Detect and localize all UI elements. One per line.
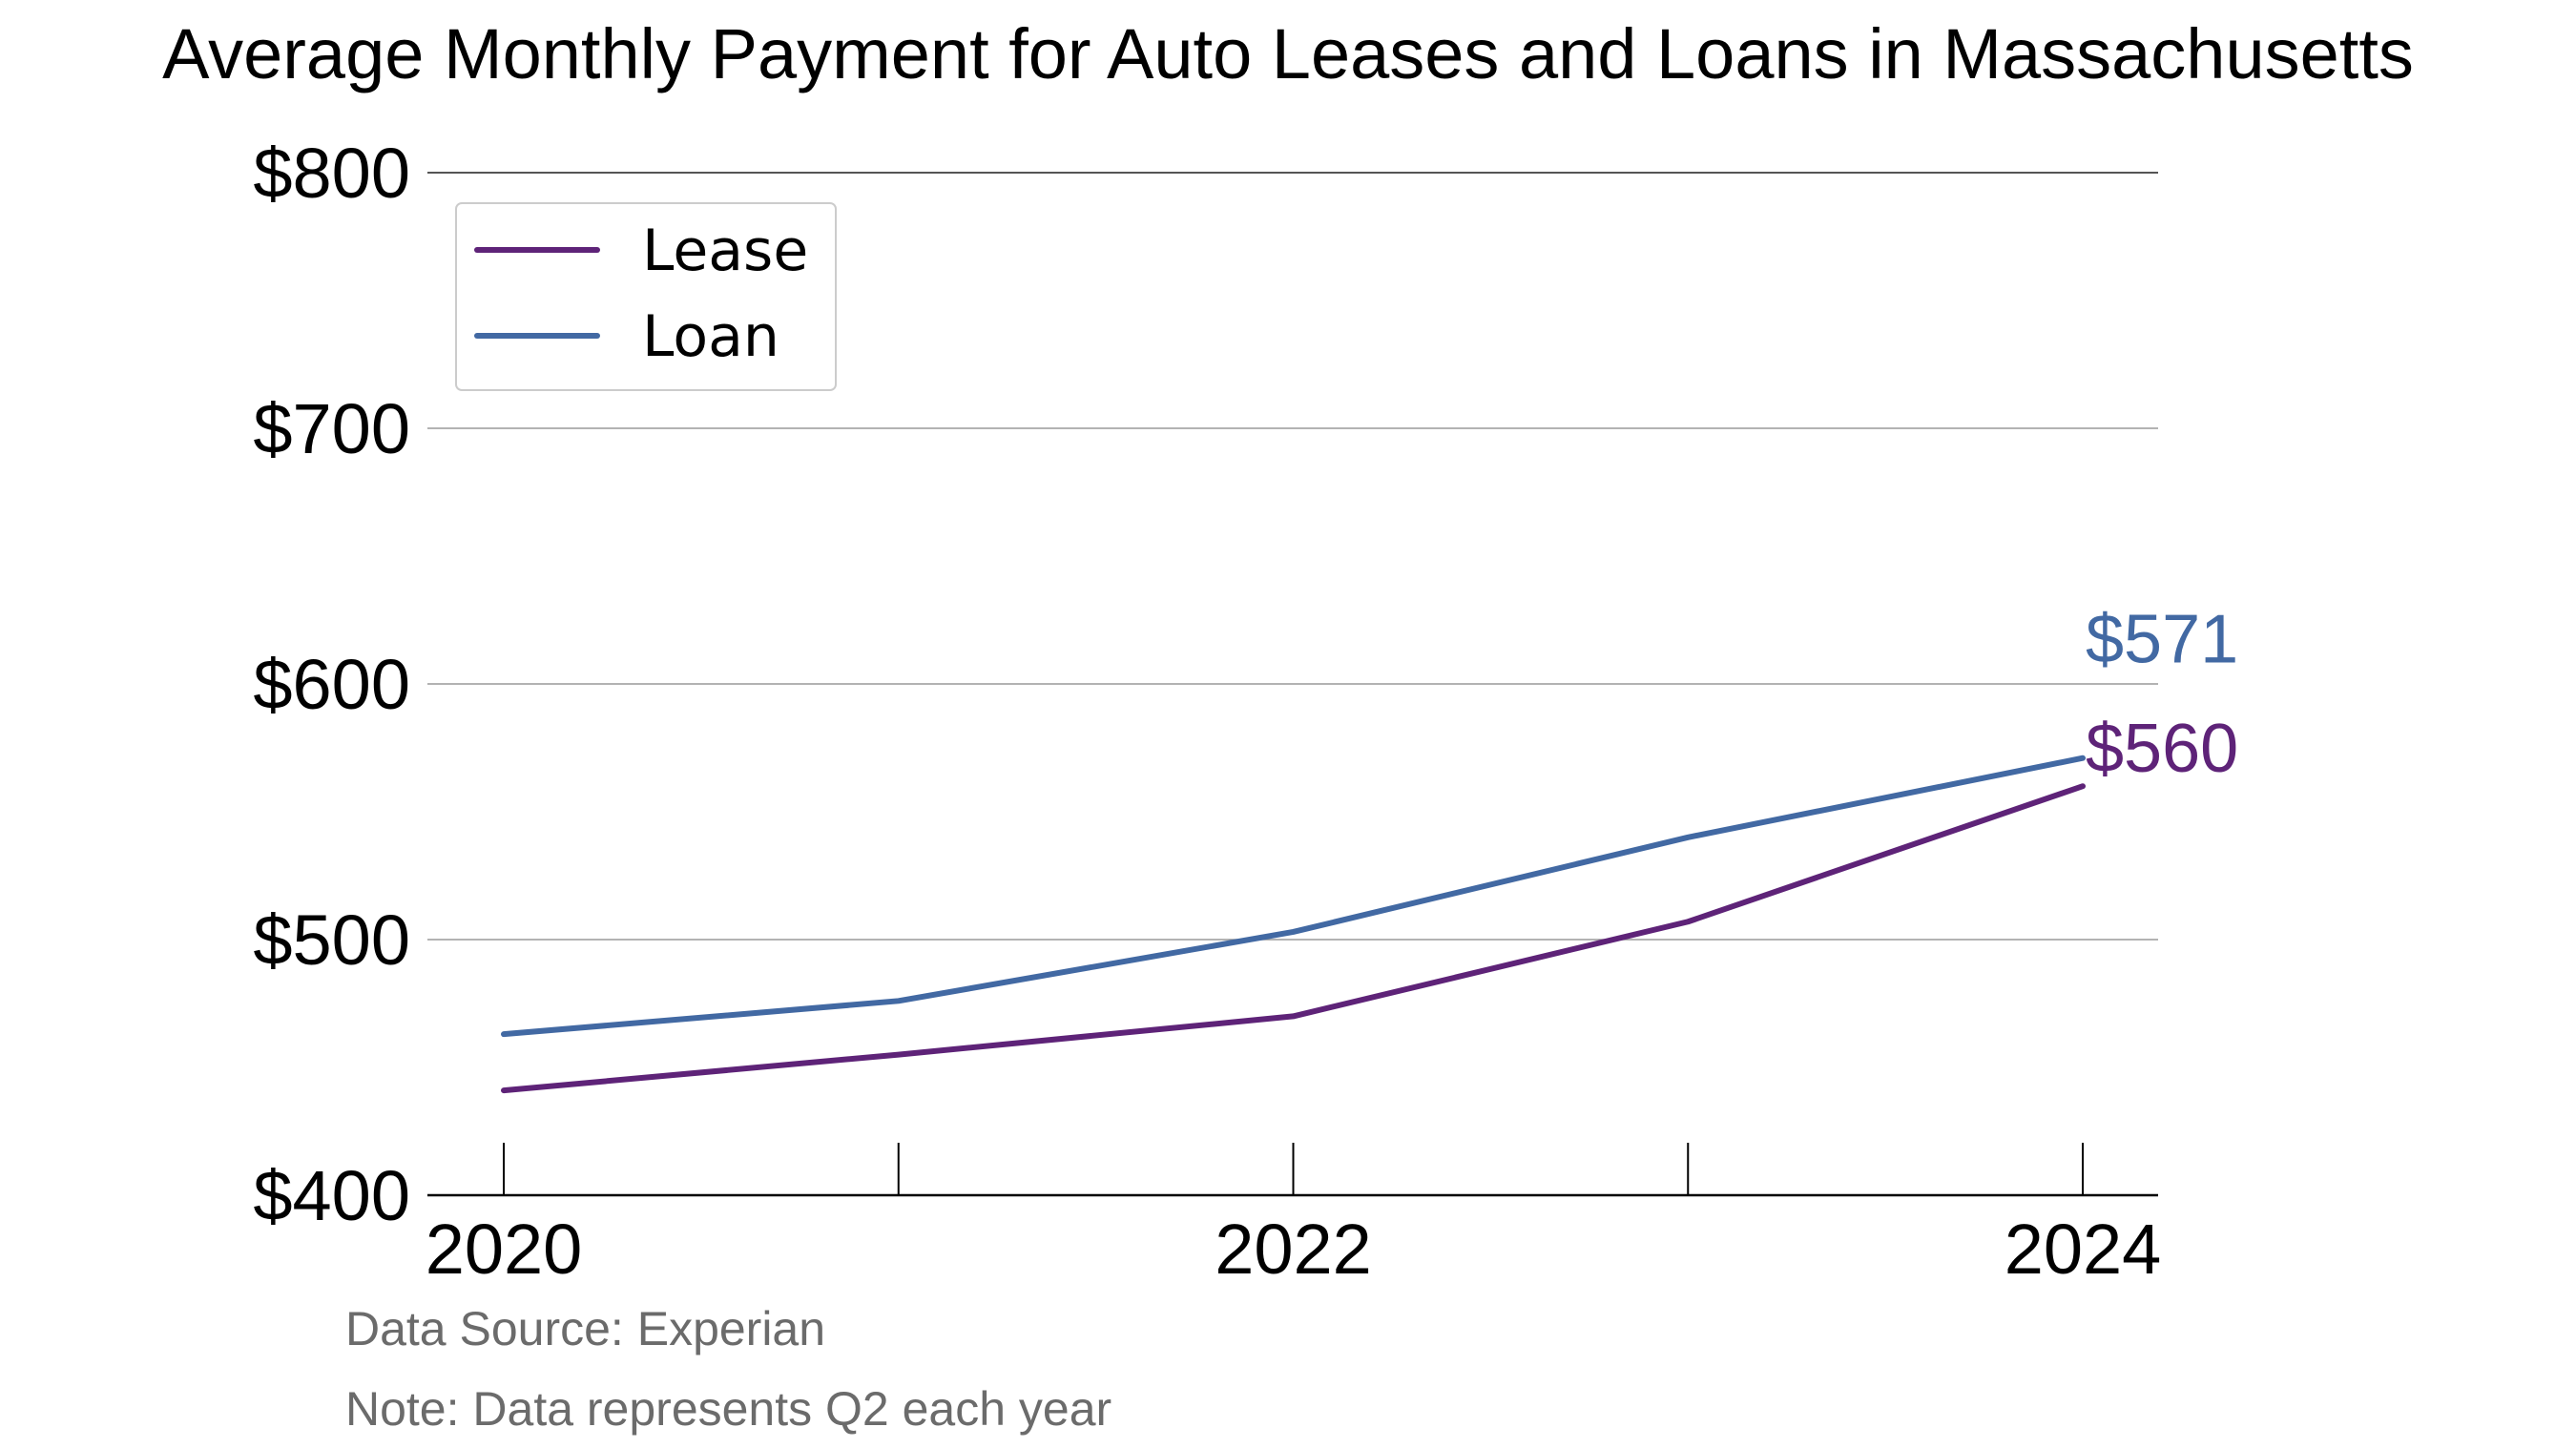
chart-title: Average Monthly Payment for Auto Leases … [162,14,2414,93]
x-tick-label: 2020 [426,1210,583,1289]
y-tick-label: $500 [253,900,410,980]
y-tick-label: $800 [253,134,410,213]
legend: Lease Loan [455,202,837,391]
x-tick-label: 2022 [1215,1210,1372,1289]
series-lines [501,755,2086,1094]
chart-note: Note: Data represents Q2 each year [345,1382,1111,1436]
end-label-loan: $571 [2086,602,2238,678]
y-tick-label: $600 [253,645,410,724]
series-line-loan [501,755,2086,1038]
x-tick-label: 2024 [2005,1210,2162,1289]
legend-label-lease: Lease [642,217,808,284]
y-tick-label: $400 [253,1156,410,1235]
y-tick-label: $700 [253,389,410,468]
series-line-lease [501,783,2086,1094]
legend-label-loan: Loan [642,303,779,370]
end-label-lease: $560 [2086,711,2238,787]
chart-notes: Data Source: Experian Note: Data represen… [345,1302,1111,1436]
end-labels: $560 $571 [2086,602,2238,787]
axes: $400 $500 $600 $700 $800 2020 2022 2024 [253,134,2161,1289]
chart-note: Data Source: Experian [345,1302,825,1355]
gridlines [427,172,2158,941]
